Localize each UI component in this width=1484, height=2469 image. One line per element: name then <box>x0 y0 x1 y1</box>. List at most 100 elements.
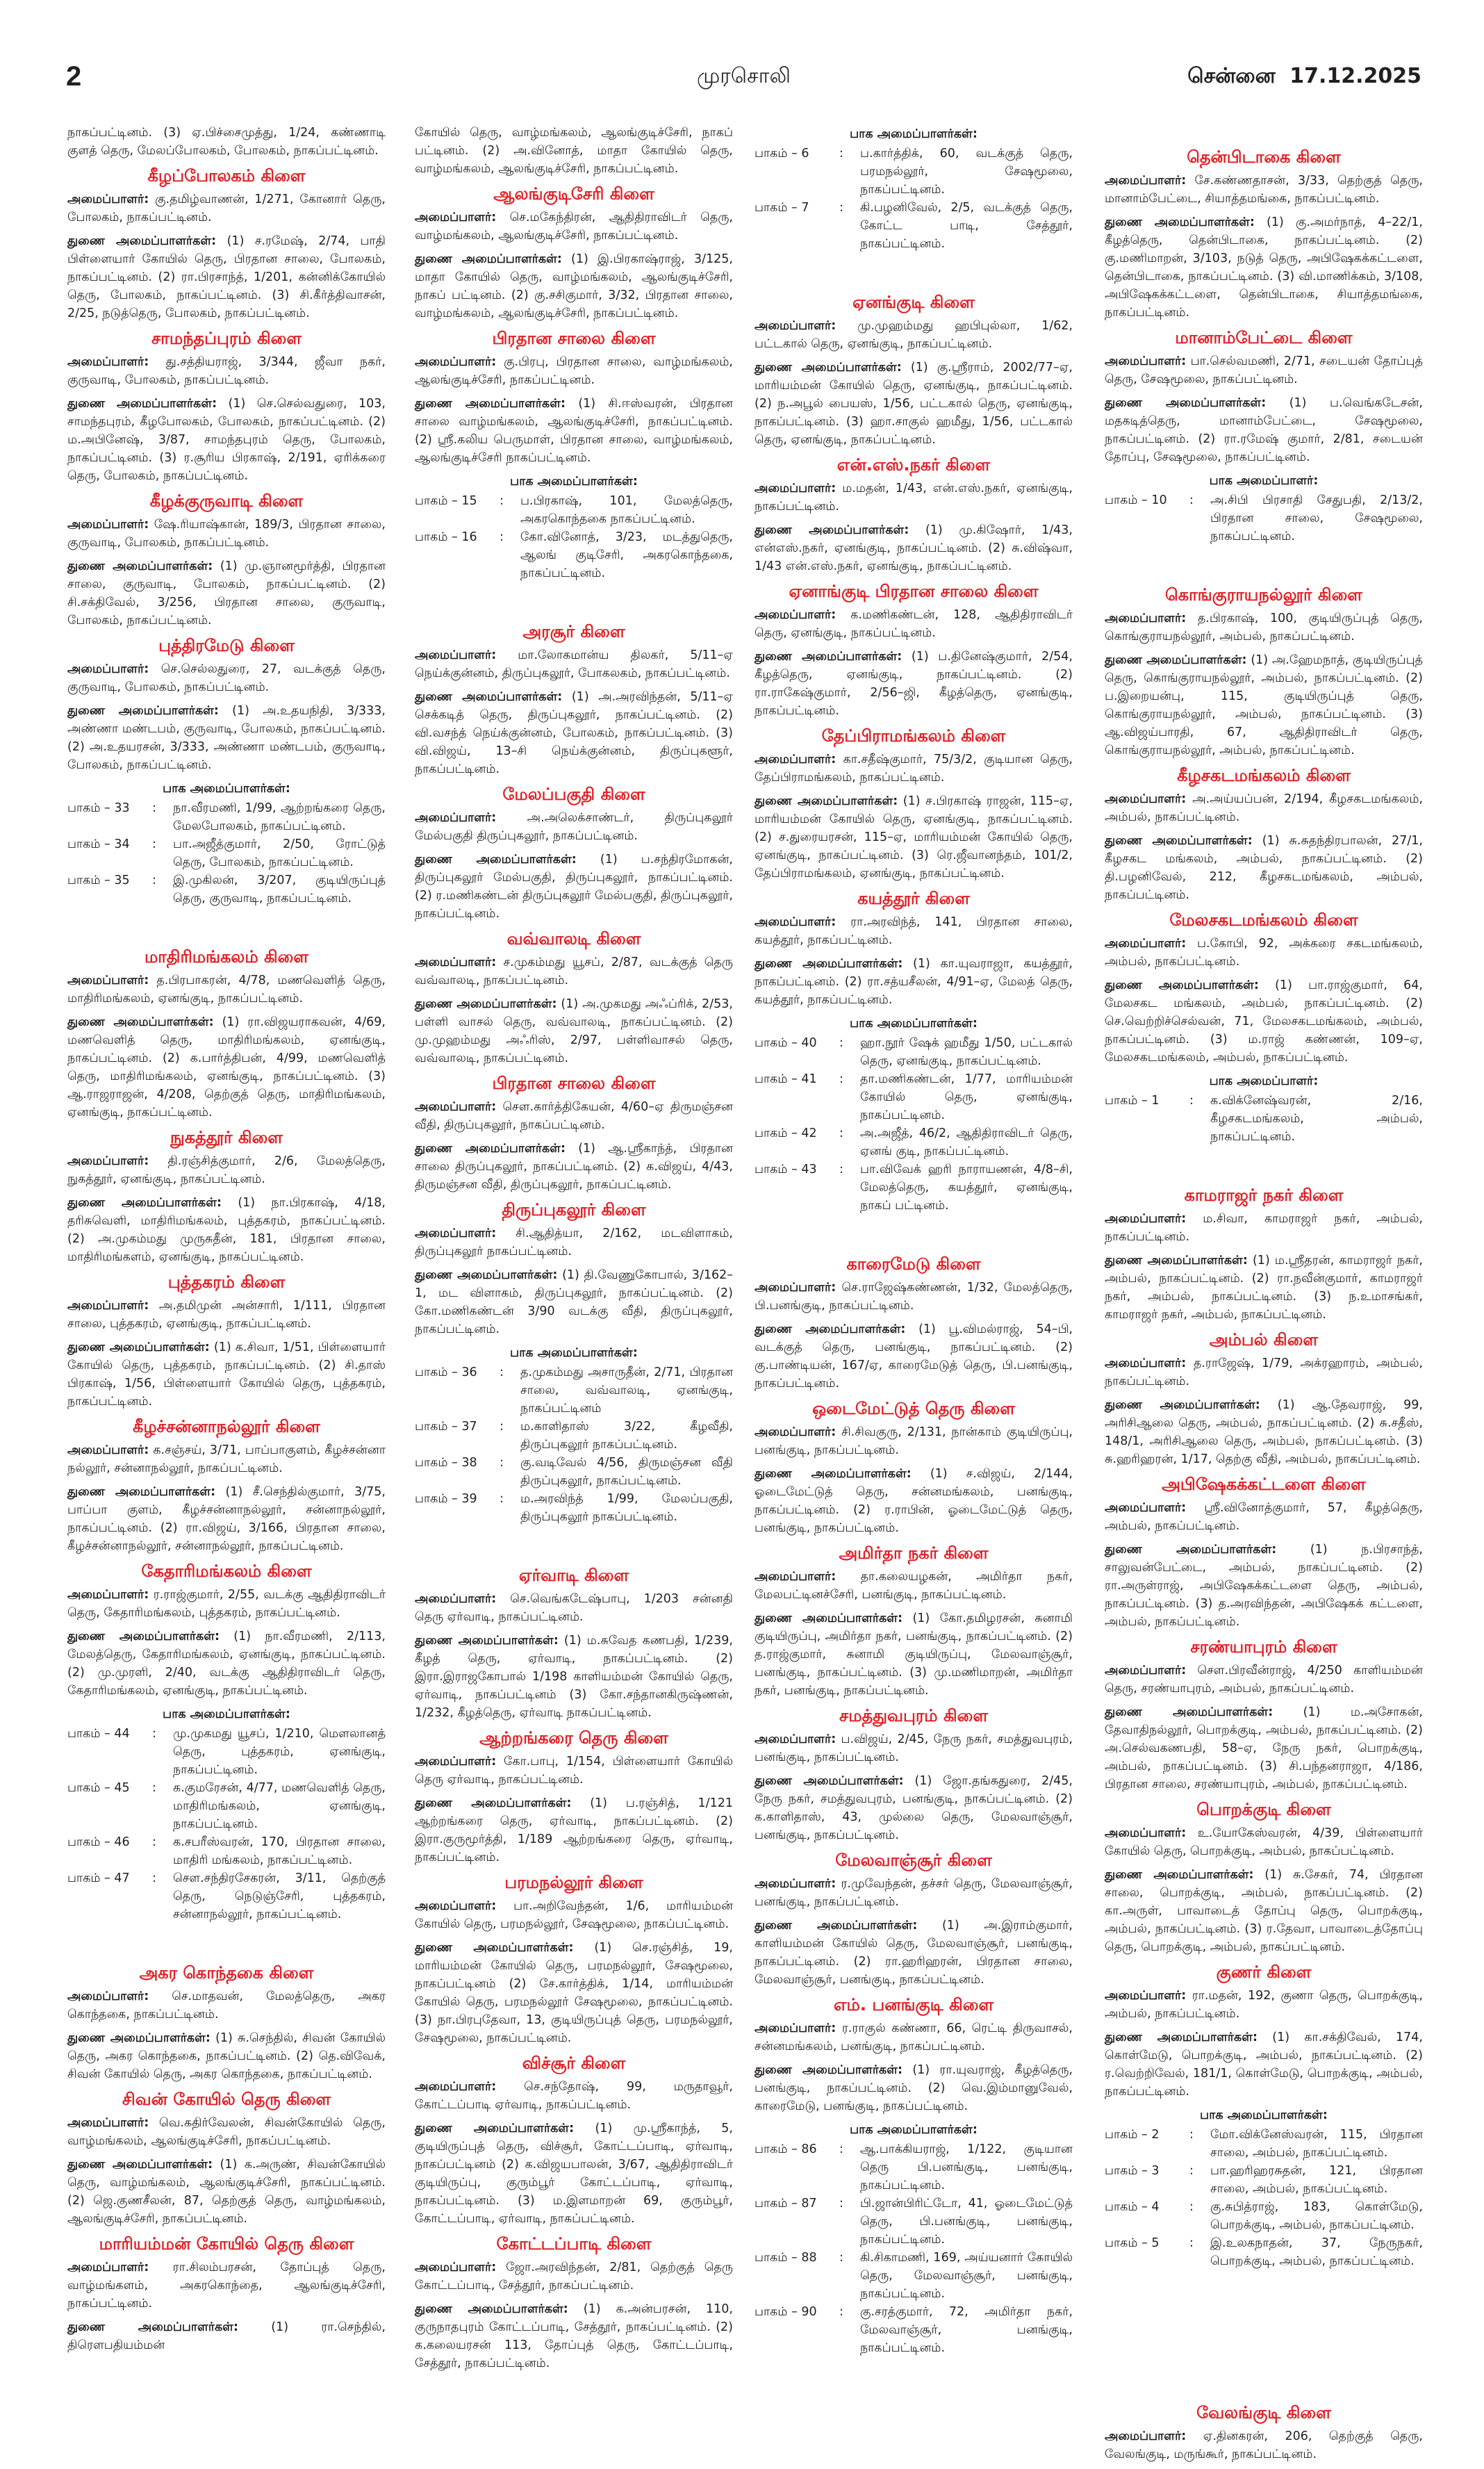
ward-organizer-row: பாகம் – 5: இ.உலகநாதன், 37, நேருநகர், பொறக… <box>1105 2234 1423 2270</box>
ward-organizer-text: தா.மணிகண்டன், 1/77, மாரியம்மன் கோயில் தெ… <box>860 1072 1073 1122</box>
entry-label: அமைப்பாளர்: <box>755 319 836 333</box>
entry-label: அமைப்பாளர்: <box>755 753 836 766</box>
entry-text: ப.கோபி, 92, அக்கரை சகடமங்கலம், அம்பல், ந… <box>1105 937 1423 969</box>
ward-number: பாகம் – 33 <box>67 801 130 815</box>
entry-text: ரா.அரவிந்த், 141, பிரதான சாலை, கயத்தூர்,… <box>755 915 1073 947</box>
entry-text: ர.முவேந்தன், தச்சர் தெரு, மேலவாஞ்சூர், ப… <box>755 1877 1073 1909</box>
entry-label: அமைப்பாளர்: <box>67 662 149 676</box>
ward-organizers-subheading: பாக அமைப்பாளர்கள்: <box>850 1017 978 1031</box>
organizer-entry: அமைப்பாளர்: ர.ராகுல் கண்ணா, 66, ரெட்டி த… <box>755 2019 1073 2056</box>
ward-organizer-text: த.முகம்மது அசாருதீன், 2/71, பிரதான சாலை,… <box>520 1365 733 1416</box>
entry-text: அ.அய்யப்பன், 2/194, கீழசகடமங்கலம், அம்பல… <box>1105 792 1423 824</box>
entry-label: துணை அமைப்பாளர்கள்: <box>1105 978 1259 992</box>
ward-organizer-row: பாகம் – 87: பி.ஜான்பிரிட்டோ, 41, ஓடைமேட்ட… <box>755 2195 1073 2249</box>
ward-number: பாகம் – 90 <box>755 2305 817 2319</box>
entry-text: சி.ஆதித்யா, 2/162, மடவிளாகம், திருப்புகல… <box>415 1227 733 1258</box>
entry-text: ஜோ.அரவிந்தன், 2/81, தெற்குத் தெரு கோட்டப… <box>415 2261 733 2292</box>
ward-separator: : <box>500 1420 504 1434</box>
continued-text: கோயில் தெரு, வாழ்மங்கலம், ஆலங்குடிச்சேரி… <box>415 126 733 176</box>
organizer-entry: அமைப்பாளர்: செ.வெங்கடேஷ்பாபு, 1/203 சன்ன… <box>415 1590 733 1626</box>
entry-text: க.சஞ்சய், 3/71, பாப்பாகுளம், கீழச்சன்னா … <box>67 1443 386 1475</box>
entry-label: அமைப்பாளர்: <box>1105 1212 1187 1226</box>
entry-label: அமைப்பாளர்: <box>1105 612 1187 625</box>
ward-separator: : <box>152 837 156 851</box>
ward-organizer-row: பாகம் – 2: மோ.விக்னேஸ்வரன், 115, பிரதான ச… <box>1105 2126 1423 2162</box>
newspaper-name: முரசொலி <box>697 64 791 88</box>
branch-heading: ஏனங்குடி கிளை <box>852 293 975 312</box>
ward-organizer-row: பாகம் – 41: தா.மணிகண்டன், 1/77, மாரியம்மன… <box>755 1070 1073 1124</box>
branch-heading: குணர் கிளை <box>1216 1962 1312 1982</box>
ward-separator: : <box>500 1492 504 1506</box>
entry-label: அமைப்பாளர்: <box>1105 1356 1187 1370</box>
ward-organizer-row: பாகம் – 46: க.சபரீஸ்வரன், 170, பிரதான சால… <box>67 1833 386 1869</box>
entry-text: (1) நா.பிரகாஷ், 4/18, தரிசுவெளி, மாதிரிம… <box>67 1196 386 1264</box>
deputy-organizers-entry: துணை அமைப்பாளர்கள்: (1) நா.வீரமணி, 2/113… <box>67 1627 386 1700</box>
entry-text: (1) சு.செந்தில், சிவன் கோயில் தெரு, அகர … <box>67 2031 386 2081</box>
entry-label: அமைப்பாளர்: <box>415 2080 497 2094</box>
entry-label: துணை அமைப்பாளர்கள்: <box>67 559 213 573</box>
entry-label: அமைப்பாளர்: <box>1105 1826 1187 1840</box>
entry-text: வெ.கதிர்வேலன், சிவன்கோயில் தெரு, வாழ்மங்… <box>67 2116 386 2148</box>
ward-number: பாகம் – 38 <box>415 1456 477 1470</box>
ward-organizer-list: பாகம் – 33: நா.வீரமணி, 1/99, ஆற்றங்கரை தெ… <box>67 799 386 908</box>
entry-label: அமைப்பாளர்: <box>67 1154 149 1168</box>
entry-label: அமைப்பாளர்: <box>1105 792 1187 806</box>
ward-organizer-list: பாகம் – 2: மோ.விக்னேஸ்வரன், 115, பிரதான ச… <box>1105 2126 1423 2270</box>
organizer-entry: அமைப்பாளர்: து.சத்தியராஜ், 3/344, ஜீவா ந… <box>67 353 386 389</box>
entry-label: அமைப்பாளர்: <box>415 1227 497 1240</box>
entry-text: செ.மகேந்திரன், ஆதிதிராவிடர் தெரு, வாழ்மங… <box>415 211 733 243</box>
entry-text: (1) ஆ.தேவராஜ், 99, அரிசிஆலை தெரு, அம்பல்… <box>1105 1398 1423 1466</box>
ward-separator: : <box>839 1163 843 1176</box>
entry-label: அமைப்பாளர்: <box>415 2261 497 2274</box>
ward-organizer-text: ப.கார்த்திக், 60, வடக்குத் தெரு, பரமநல்ல… <box>860 147 1073 197</box>
branch-heading: கொங்குராயநல்லூர் கிளை <box>1165 585 1362 605</box>
entry-label: அமைப்பாளர்: <box>1105 2429 1187 2443</box>
entry-label: துணை அமைப்பாளர்கள்: <box>1105 1543 1277 1557</box>
entry-text: (1) சு.சுதந்திரபாலன், 27/1, கீழசகட மங்கல… <box>1105 834 1423 902</box>
deputy-organizers-entry: துணை அமைப்பாளர்கள்: (1) ம.அசோகன், தேவாதி… <box>1105 1703 1423 1794</box>
deputy-organizers-entry: துணை அமைப்பாளர்கள்: (1) ந.பிரசாந்த், சால… <box>1105 1541 1423 1631</box>
branch-heading: கீழச்சன்னாநல்லூர் கிளை <box>133 1417 320 1436</box>
ward-organizer-text: ஹா.நூர் ஷேக் ஹமீது 1/50, பட்டகால் தெரு, … <box>860 1036 1073 1068</box>
organizer-entry: அமைப்பாளர்: ஏ.தினகரன், 206, தெற்குத் தெர… <box>1105 2427 1423 2463</box>
ward-organizer-text: சௌ.சந்திரசேகரன், 3/11, தெற்குத் தெரு, நெ… <box>173 1871 386 1921</box>
entry-label: அமைப்பாளர்: <box>415 955 497 969</box>
organizer-entry: அமைப்பாளர்: சே.கண்ணதாசன், 3/33, தெற்குத்… <box>1105 172 1423 208</box>
ward-organizers-subheading: பாக அமைப்பாளர்கள்: <box>850 2123 978 2137</box>
entry-label: அமைப்பாளர்: <box>415 1100 497 1114</box>
ward-number: பாகம் – 7 <box>755 201 809 215</box>
entry-text: த.பிரபாகரன், 4/78, மணவெளித் தெரு, மாதிரி… <box>67 974 386 1006</box>
ward-separator: : <box>839 2142 843 2156</box>
deputy-organizers-entry: துணை அமைப்பாளர்கள்: (1) கு.ஸ்ரீராம், 200… <box>755 359 1073 449</box>
ward-organizer-row: பாகம் – 39: ம.அரவிந்த் 1/99, மேலப்பகுதி, … <box>415 1490 733 1526</box>
entry-text: (1) ந.பிரசாந்த், சாலுவன்பேட்டை, அம்பல், … <box>1105 1543 1423 1629</box>
entry-label: துணை அமைப்பாளர்கள்: <box>755 957 903 971</box>
entry-label: அமைப்பாளர்: <box>755 1732 836 1746</box>
organizer-entry: அமைப்பாளர்: செ.செல்லதுரை, 27, வடக்குத் த… <box>67 660 386 696</box>
entry-text: (1) தி.வேணுகோபால், 3/162–1, மட விளாகம், … <box>415 1268 733 1336</box>
branch-heading: சிவன் கோயில் தெரு கிளை <box>122 2090 331 2109</box>
entry-label: துணை அமைப்பாளர்கள்: <box>415 2302 568 2316</box>
organizer-entry: அமைப்பாளர்: ப.விஜய், 2/45, நேரு நகர், சம… <box>755 1730 1073 1766</box>
entry-label: துணை அமைப்பாளர்கள்: <box>1105 215 1255 229</box>
entry-text: உ.யோகேஸ்வரன், 4/39, பிள்ளையார் கோயில் தெ… <box>1105 1826 1423 1858</box>
ward-organizer-text: கு.சரத்குமார், 72, அமிர்தா நகர், மேலவாஞ்… <box>860 2305 1073 2355</box>
branch-heading: மேலப்பகுதி கிளை <box>502 785 645 804</box>
ward-number: பாகம் – 3 <box>1105 2164 1160 2178</box>
entry-text: சௌ.கார்த்திகேயன், 4/60–ஏ திருமஞ்சன வீதி,… <box>415 1100 733 1132</box>
deputy-organizers-entry: துணை அமைப்பாளர்கள்: (1) அ.அரவிந்தன், 5/1… <box>415 688 733 778</box>
entry-label: அமைப்பாளர்: <box>755 1281 836 1295</box>
entry-text: (1) ரா.யுவராஜ், கீழத்தெரு, பனங்குடி, நாக… <box>755 2063 1073 2113</box>
entry-label: துணை அமைப்பாளர்கள்: <box>755 1774 904 1788</box>
entry-text: கு.பிரபு, பிரதான சாலை, வாழ்மங்கலம், ஆலங்… <box>415 355 733 387</box>
ward-organizer-list: பாகம் – 15: ப.பிரகாஷ், 101, மேலத்தெரு, அக… <box>415 492 733 582</box>
entry-label: துணை அமைப்பாளர்கள்: <box>415 2122 575 2135</box>
entry-text: (1) கு.ஸ்ரீராம், 2002/77–ஏ, மாரியம்மன் க… <box>755 361 1073 447</box>
ward-number: பாகம் – 1 <box>1105 1094 1160 1108</box>
branch-heading: சமத்துவபுரம் கிளை <box>839 1706 988 1725</box>
ward-separator: : <box>839 147 843 161</box>
ward-organizer-text: பி.ஜான்பிரிட்டோ, 41, ஓடைமேட்டுத் தெரு, ப… <box>860 2197 1073 2247</box>
organizer-entry: அமைப்பாளர்: செ.மாதவன், மேலத்தெரு, அகர கொ… <box>67 1987 386 2024</box>
ward-separator: : <box>500 530 504 544</box>
entry-text: ர.ராஜ்குமார், 2/55, வடக்கு ஆதிதிராவிடர் … <box>67 1588 386 1620</box>
